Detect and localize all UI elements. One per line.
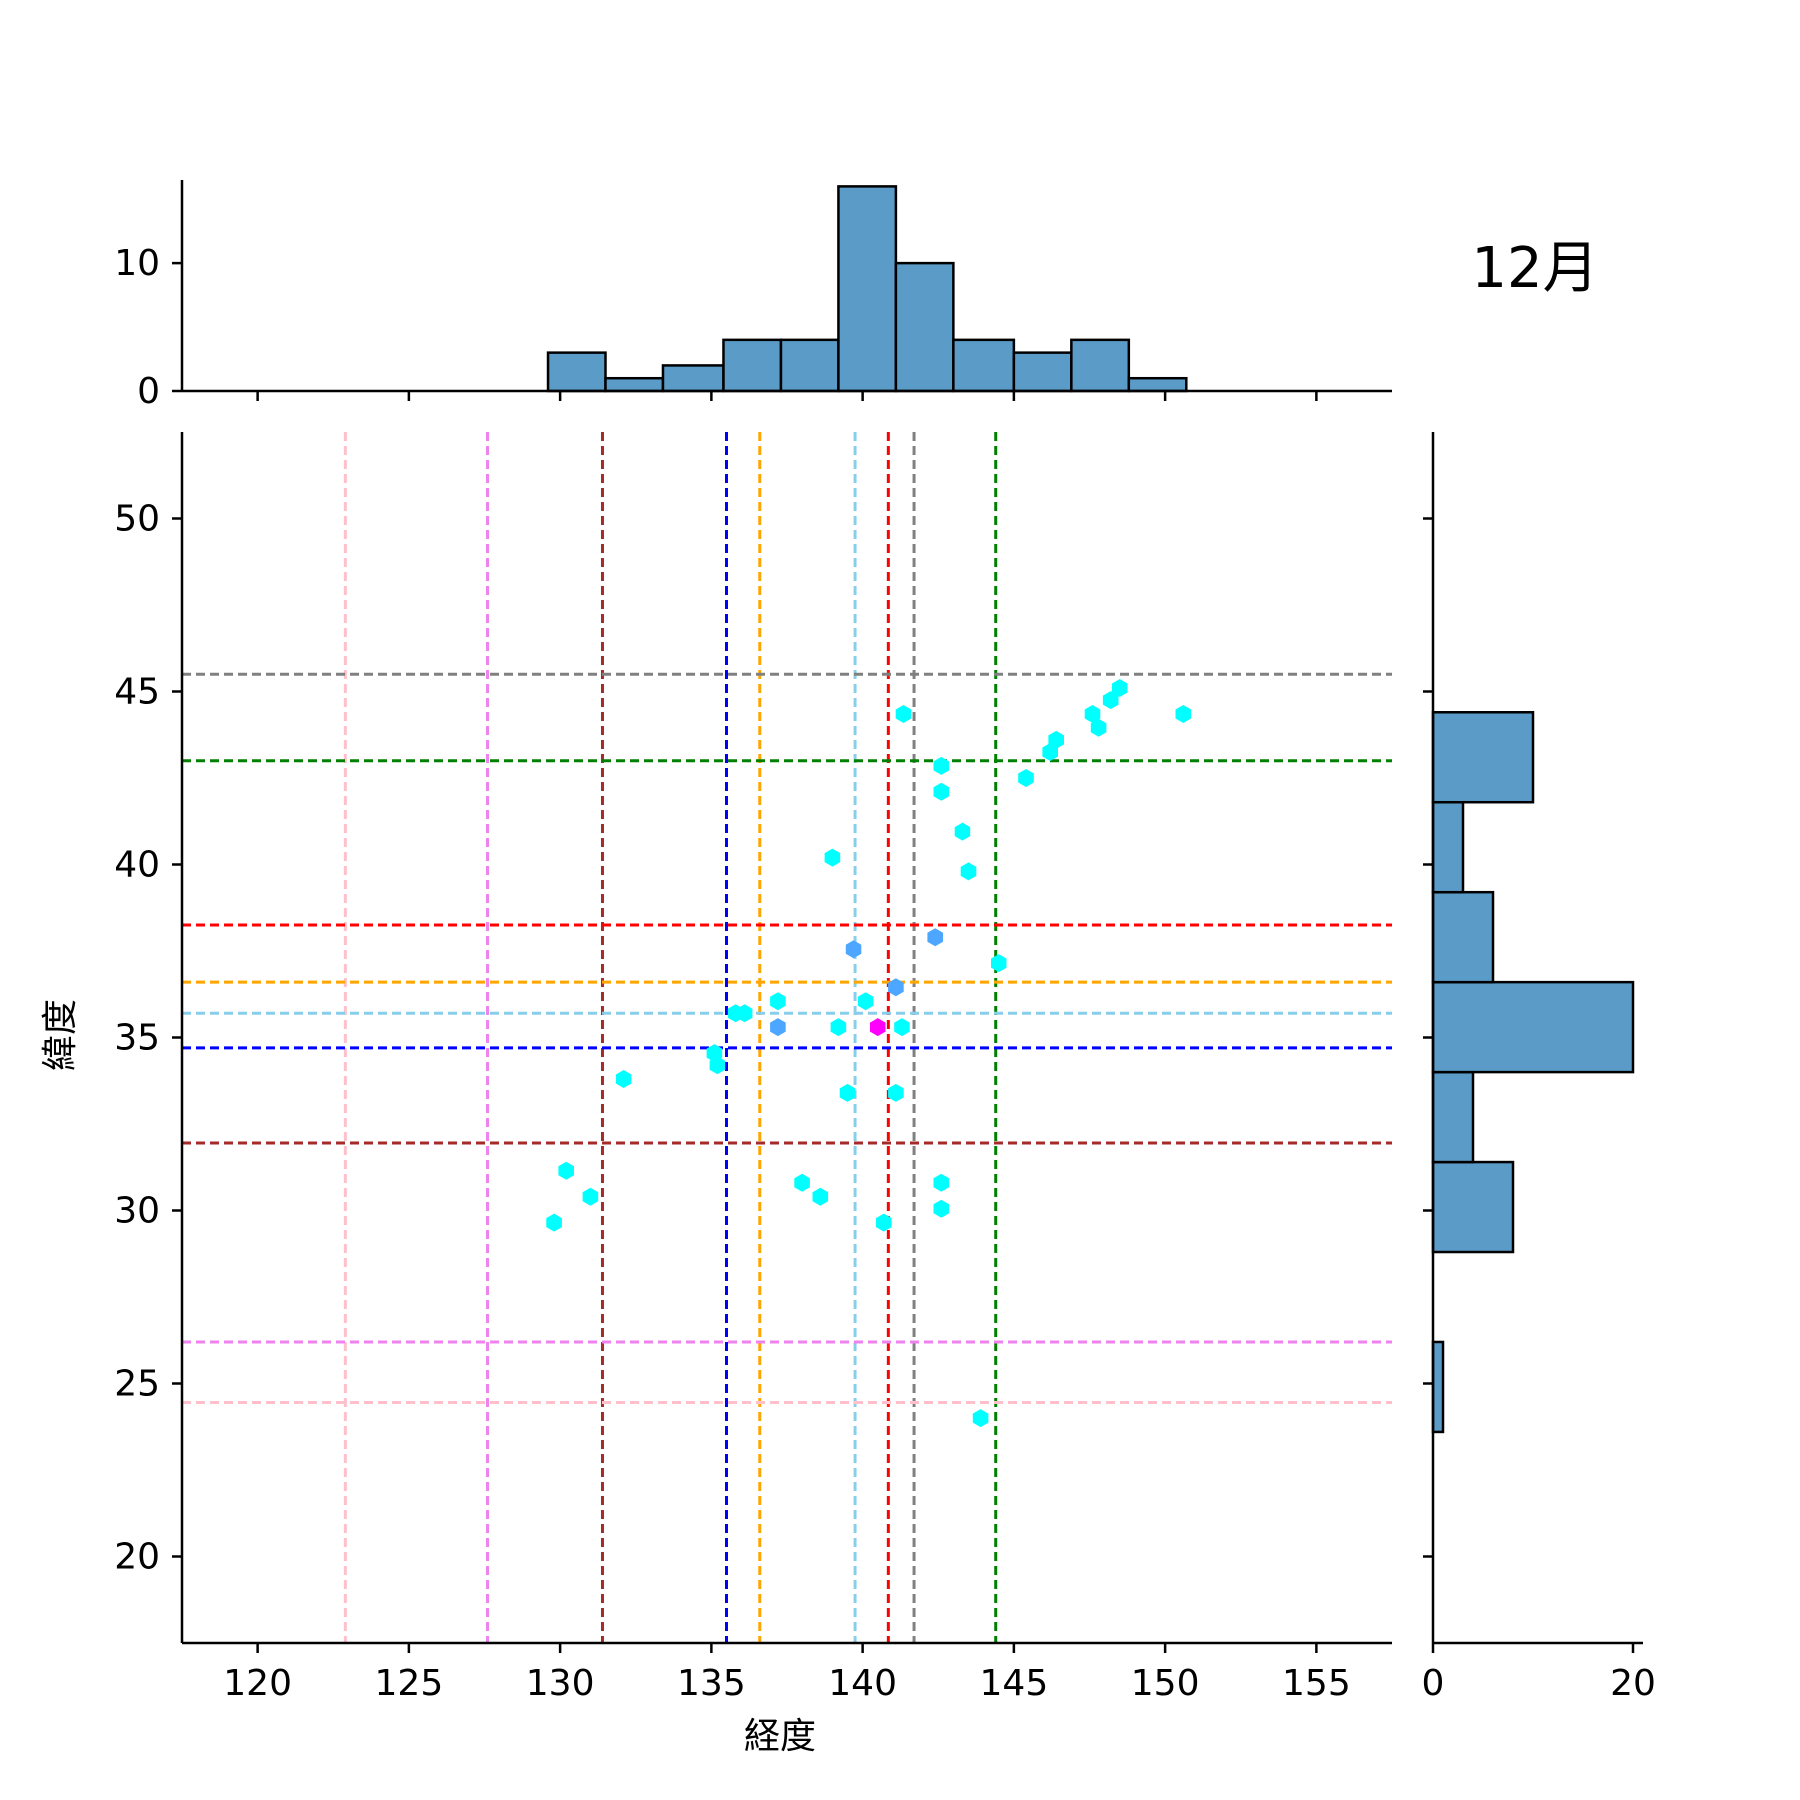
scatter-point bbox=[870, 1018, 886, 1037]
histogram-bar bbox=[837, 185, 898, 393]
scatter-point bbox=[933, 1173, 950, 1192]
histogram-bar bbox=[1012, 351, 1073, 393]
latitude-histogram: 0 20 bbox=[1422, 432, 1656, 1704]
x-tick-label: 150 bbox=[1131, 1663, 1200, 1704]
reference-lines bbox=[182, 432, 1392, 1643]
scatter-point bbox=[558, 1161, 574, 1180]
scatter-points bbox=[546, 679, 1192, 1428]
y-tick-label: 20 bbox=[114, 1537, 160, 1578]
scatter-point bbox=[1175, 705, 1192, 723]
histogram-bar bbox=[722, 338, 783, 393]
top-hist-y-tick-label: 0 bbox=[137, 371, 160, 412]
scatter-point bbox=[960, 862, 977, 881]
scatter-point bbox=[839, 1083, 856, 1102]
top-hist-y-tick-label: 10 bbox=[114, 243, 160, 284]
x-axis-title: 経度 bbox=[744, 1716, 816, 1757]
histogram-bar bbox=[1431, 800, 1465, 894]
y-axis-title: 緯度 bbox=[40, 999, 81, 1071]
histogram-bar bbox=[1431, 1160, 1515, 1254]
scatter-point bbox=[770, 992, 786, 1011]
y-tick-label: 30 bbox=[114, 1191, 160, 1232]
y-tick-label: 50 bbox=[114, 499, 160, 540]
histogram-bar bbox=[604, 376, 665, 393]
x-tick-label: 155 bbox=[1282, 1663, 1351, 1704]
scatter-point bbox=[794, 1173, 810, 1192]
x-tick-label: 125 bbox=[375, 1663, 444, 1704]
x-tick-label: 130 bbox=[526, 1663, 595, 1704]
histogram-bar bbox=[1431, 711, 1535, 804]
histogram-bar bbox=[1431, 980, 1635, 1074]
y-tick-label: 40 bbox=[114, 845, 160, 886]
scatter-point bbox=[830, 1018, 847, 1037]
scatter-point bbox=[1042, 743, 1058, 761]
scatter-point bbox=[582, 1187, 599, 1206]
scatter-point bbox=[954, 822, 971, 841]
histogram-bar bbox=[1431, 1340, 1445, 1434]
scatter-point bbox=[895, 705, 912, 723]
scatter-point bbox=[770, 1018, 786, 1037]
scatter-point bbox=[857, 992, 874, 1011]
scatter-point bbox=[876, 1213, 892, 1232]
scatter-point bbox=[1102, 691, 1119, 710]
scatter-point bbox=[933, 782, 950, 801]
histogram-bar bbox=[1431, 890, 1495, 984]
scatter-point bbox=[888, 1083, 904, 1102]
x-tick-label: 135 bbox=[677, 1663, 746, 1704]
main-axes: 120 125 130 135 140 145 150 155 20 25 30 35 40 45 50 bbox=[114, 432, 1392, 1704]
scatter-point bbox=[845, 940, 862, 959]
scatter-point bbox=[615, 1070, 632, 1088]
histogram-bar bbox=[546, 351, 607, 393]
x-tick-label: 120 bbox=[223, 1663, 292, 1704]
y-tick-label: 25 bbox=[114, 1364, 160, 1405]
scatter-point bbox=[927, 928, 943, 947]
scatter-point bbox=[812, 1187, 829, 1206]
y-tick-label: 45 bbox=[114, 672, 160, 713]
histogram-bar bbox=[779, 338, 840, 393]
scatter-point bbox=[888, 978, 904, 997]
y-tick-label: 35 bbox=[114, 1018, 160, 1059]
month-label: 12月 bbox=[1471, 236, 1598, 301]
histogram-bar bbox=[1127, 376, 1188, 393]
x-tick-label: 145 bbox=[980, 1663, 1049, 1704]
histogram-bar bbox=[661, 364, 725, 393]
scatter-point bbox=[709, 1056, 726, 1075]
histogram-bar bbox=[894, 261, 955, 393]
scatter-point bbox=[1090, 718, 1107, 737]
x-tick-label: 140 bbox=[828, 1663, 897, 1704]
scatter-point bbox=[824, 848, 841, 867]
scatter-point bbox=[1084, 705, 1101, 723]
scatter-point bbox=[972, 1409, 989, 1428]
right-hist-x-tick-label: 0 bbox=[1422, 1663, 1445, 1704]
scatter-point bbox=[1018, 769, 1034, 787]
scatter-point bbox=[933, 1199, 950, 1218]
right-hist-x-tick-label: 20 bbox=[1610, 1663, 1656, 1704]
histogram-bar bbox=[1431, 1070, 1475, 1164]
scatter-point bbox=[546, 1213, 562, 1232]
histogram-bar bbox=[952, 338, 1016, 393]
scatter-point bbox=[991, 954, 1007, 973]
scatter-point bbox=[933, 756, 950, 775]
scatter-point bbox=[894, 1018, 910, 1037]
scatter-point bbox=[1112, 679, 1128, 697]
scatter-point bbox=[736, 1004, 753, 1023]
histogram-bar bbox=[1070, 338, 1131, 393]
longitude-histogram: 0 10 bbox=[114, 180, 1392, 412]
scatter-plot: 120 125 130 135 140 145 150 155 20 25 30 35 40 45 50 bbox=[114, 432, 1392, 1704]
